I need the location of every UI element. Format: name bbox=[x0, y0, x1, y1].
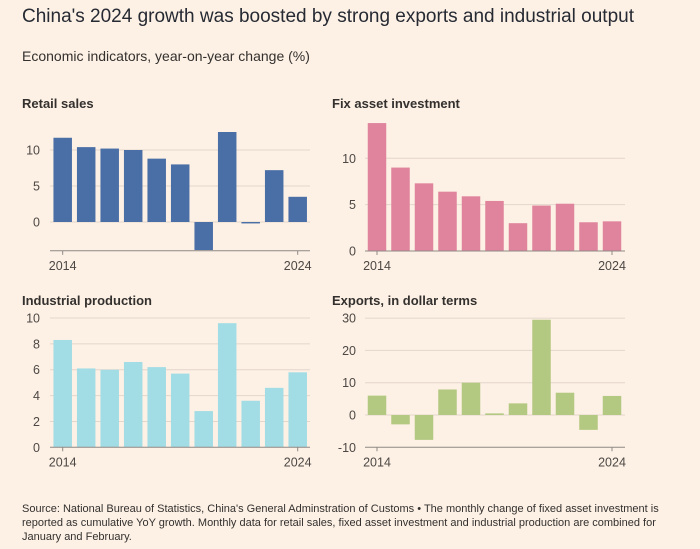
x-tick-label: 2014 bbox=[363, 259, 391, 273]
bar-2015 bbox=[76, 368, 96, 448]
y-tick-label: 8 bbox=[33, 337, 40, 351]
x-tick-label: 2014 bbox=[49, 455, 77, 469]
bar-2022 bbox=[555, 392, 575, 415]
bar-2019 bbox=[485, 200, 504, 251]
bar-2017 bbox=[438, 191, 457, 251]
y-tick-label: 0 bbox=[33, 216, 40, 230]
bar-2016 bbox=[100, 148, 119, 222]
bar-2023 bbox=[579, 415, 598, 430]
bar-2021 bbox=[532, 205, 551, 251]
y-tick-label: 0 bbox=[349, 245, 356, 259]
bar-2016 bbox=[414, 415, 434, 440]
x-tick-label: 2014 bbox=[49, 259, 77, 273]
bar-2022 bbox=[241, 400, 260, 448]
y-tick-label: -10 bbox=[338, 441, 356, 455]
bar-2015 bbox=[391, 167, 410, 251]
bar-2024 bbox=[288, 372, 307, 448]
panel-title: Industrial production bbox=[22, 293, 152, 308]
bar-2018 bbox=[147, 367, 166, 448]
bar-2023 bbox=[264, 170, 284, 222]
bar-2015 bbox=[76, 147, 96, 222]
bar-2024 bbox=[602, 395, 622, 415]
bar-2016 bbox=[100, 369, 119, 448]
x-tick-label: 2024 bbox=[598, 259, 626, 273]
y-tick-label: 30 bbox=[342, 312, 356, 326]
y-tick-label: 10 bbox=[342, 376, 356, 390]
y-tick-label: 20 bbox=[342, 344, 356, 358]
chart-subtitle: Economic indicators, year-on-year change… bbox=[22, 48, 310, 64]
bar-2019 bbox=[170, 164, 190, 222]
bar-2017 bbox=[123, 150, 143, 222]
bar-2019 bbox=[485, 413, 504, 415]
y-tick-label: 6 bbox=[33, 363, 40, 377]
bar-2021 bbox=[217, 132, 237, 222]
panel-title: Retail sales bbox=[22, 96, 94, 111]
bar-2018 bbox=[147, 158, 166, 222]
x-tick-label: 2024 bbox=[284, 259, 312, 273]
bar-2021 bbox=[217, 323, 237, 448]
bar-2023 bbox=[579, 222, 598, 251]
bar-2015 bbox=[391, 415, 410, 425]
y-tick-label: 2 bbox=[33, 415, 40, 429]
bar-2016 bbox=[414, 183, 434, 251]
bar-2017 bbox=[123, 361, 143, 448]
bar-2014 bbox=[53, 339, 72, 448]
bar-2014 bbox=[367, 395, 387, 415]
bar-2024 bbox=[602, 221, 622, 251]
y-tick-label: 0 bbox=[349, 409, 356, 423]
chart-title: China's 2024 growth was boosted by stron… bbox=[22, 6, 634, 27]
bar-2023 bbox=[264, 387, 284, 448]
bar-2014 bbox=[53, 137, 72, 222]
y-tick-label: 0 bbox=[33, 441, 40, 455]
y-tick-label: 10 bbox=[26, 144, 40, 158]
bar-2014 bbox=[367, 123, 387, 251]
bar-2021 bbox=[532, 319, 551, 415]
x-tick-label: 2024 bbox=[598, 455, 626, 469]
source-note: Source: National Bureau of Statistics, C… bbox=[22, 503, 659, 543]
bar-2020 bbox=[194, 411, 213, 448]
bar-2022 bbox=[555, 203, 575, 251]
bar-2020 bbox=[508, 403, 528, 415]
panel-title: Exports, in dollar terms bbox=[332, 293, 477, 308]
bar-2024 bbox=[288, 196, 307, 222]
panel-title: Fix asset investment bbox=[332, 96, 461, 111]
y-tick-label: 10 bbox=[342, 152, 356, 166]
y-tick-label: 4 bbox=[33, 389, 40, 403]
bar-2017 bbox=[438, 389, 457, 415]
bar-2018 bbox=[461, 382, 481, 415]
bar-2018 bbox=[461, 196, 481, 251]
bar-2019 bbox=[170, 373, 190, 448]
y-tick-label: 5 bbox=[349, 198, 356, 212]
x-tick-label: 2014 bbox=[363, 455, 391, 469]
y-tick-label: 10 bbox=[26, 312, 40, 326]
x-tick-label: 2024 bbox=[284, 455, 312, 469]
y-tick-label: 5 bbox=[33, 180, 40, 194]
bar-2020 bbox=[194, 222, 213, 251]
bar-2022 bbox=[241, 222, 260, 224]
bar-2020 bbox=[508, 223, 528, 251]
